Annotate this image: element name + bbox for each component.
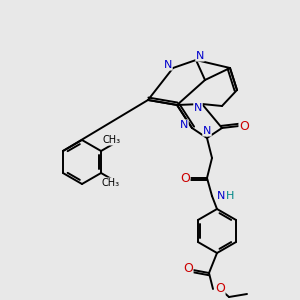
Text: CH₃: CH₃ [102, 135, 120, 145]
Text: O: O [239, 119, 249, 133]
Text: N: N [164, 60, 172, 70]
Text: O: O [180, 172, 190, 184]
Text: N: N [180, 120, 188, 130]
Text: N: N [203, 126, 211, 136]
Text: O: O [215, 283, 225, 296]
Text: N: N [194, 103, 202, 113]
Text: CH₃: CH₃ [101, 178, 119, 188]
Text: O: O [183, 262, 193, 275]
Text: H: H [226, 191, 234, 201]
Text: N: N [217, 191, 225, 201]
Text: N: N [196, 51, 204, 61]
